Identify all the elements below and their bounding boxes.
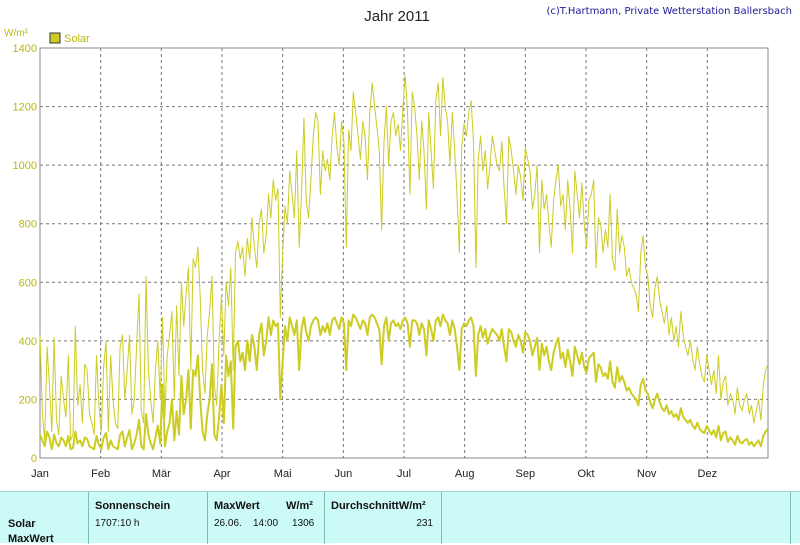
stats-row-labels: Solar MaxWert (0, 492, 88, 545)
y-tick-label: 200 (19, 394, 37, 406)
maxwert-header: MaxWert (214, 500, 260, 512)
durchschnitt-header: DurchschnittW/m² (331, 500, 426, 512)
solar-chart: Jahr 2011 (c)T.Hartmann, Private Wetters… (4, 6, 792, 480)
stats-col-durchschnitt: DurchschnittW/m² 231 (324, 492, 441, 544)
row-label-maxwert: MaxWert (8, 533, 54, 545)
sonnenschein-value: 1707:10 h (95, 518, 140, 529)
y-axis: 0 200 400 600 800 1000 1200 1400 (13, 43, 37, 465)
x-tick-label: Apr (213, 468, 230, 480)
maxwert-date: 26.06. (214, 518, 242, 529)
durchschnitt-value: 231 (416, 518, 433, 529)
x-tick-label: Dez (698, 468, 718, 480)
y-tick-label: 1200 (13, 102, 37, 114)
x-tick-label: Feb (91, 468, 110, 480)
y-tick-label: 600 (19, 277, 37, 289)
x-tick-label: Aug (455, 468, 475, 480)
stats-right-edge (790, 492, 800, 544)
x-tick-label: Jan (31, 468, 49, 480)
grid (40, 48, 768, 458)
maxwert-unit: W/m² (286, 500, 313, 512)
x-tick-label: Mai (274, 468, 292, 480)
row-label-solar: Solar (8, 518, 36, 530)
x-tick-label: Mär (152, 468, 171, 480)
chart-credit: (c)T.Hartmann, Private Wetterstation Bal… (546, 6, 792, 17)
y-tick-label: 800 (19, 219, 37, 231)
stats-col-sonnenschein: Sonnenschein 1707:10 h (88, 492, 207, 544)
y-tick-label: 0 (31, 453, 37, 465)
y-axis-unit: W/m² (4, 28, 29, 39)
x-axis: Jan Feb Mär Apr Mai Jun Jul Aug Sep Okt Nov Dez (31, 468, 717, 480)
series-line-solar-daily-mean (39, 313, 769, 451)
maxwert-time: 14:00 (253, 518, 279, 529)
x-tick-label: Jun (334, 468, 352, 480)
y-tick-label: 1000 (13, 160, 37, 172)
legend-swatch (49, 32, 61, 44)
y-tick-label: 400 (19, 336, 37, 348)
y-tick-label: 1400 (13, 43, 37, 55)
stats-empty-area (441, 492, 790, 544)
x-tick-label: Sep (516, 468, 536, 480)
legend-label: Solar (64, 33, 90, 45)
stats-col-maxwert: MaxWert W/m² 26.06. 14:00 1306 (207, 492, 324, 544)
series-layer (39, 75, 769, 451)
series-line-solar-daily-max (39, 75, 769, 441)
x-tick-label: Okt (577, 468, 594, 480)
chart-title: Jahr 2011 (364, 8, 430, 25)
maxwert-value: 1306 (292, 518, 315, 529)
x-tick-label: Jul (397, 468, 411, 480)
x-tick-label: Nov (637, 468, 657, 480)
stats-table: Solar MaxWert Sonnenschein 1707:10 h Max… (0, 491, 800, 545)
sonnenschein-header: Sonnenschein (95, 500, 171, 512)
plot-area-frame (39, 47, 769, 459)
